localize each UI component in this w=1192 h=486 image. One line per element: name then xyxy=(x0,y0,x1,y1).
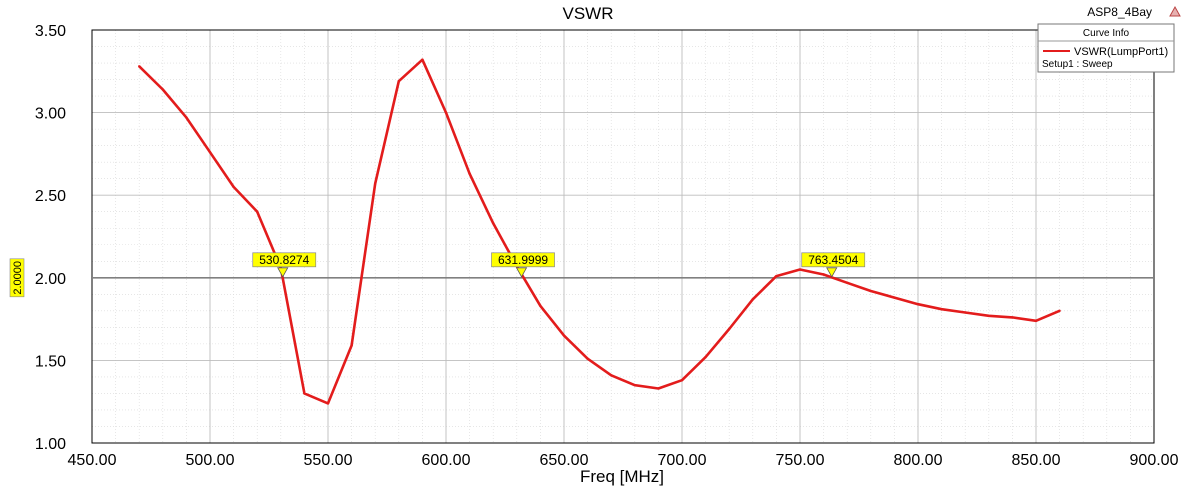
marker[interactable]: 631.9999 xyxy=(491,252,555,278)
data-point xyxy=(704,355,707,359)
y-tick-label: 3.50 xyxy=(35,23,66,40)
legend-header: Curve Info xyxy=(1083,28,1130,39)
x-tick-label: 850.00 xyxy=(1012,452,1061,469)
data-point xyxy=(680,379,684,382)
data-point xyxy=(492,222,495,225)
data-point xyxy=(1011,316,1014,319)
data-point xyxy=(539,304,542,308)
marker-pointer xyxy=(515,267,528,278)
data-point xyxy=(586,357,589,360)
data-point xyxy=(822,273,825,276)
plot-area-border xyxy=(91,29,1155,444)
data-point xyxy=(657,387,660,390)
data-point xyxy=(326,402,330,405)
y-tick-label: 3.00 xyxy=(35,106,66,123)
x-axis-label: Freq [MHz] xyxy=(580,467,664,486)
x-tick-label: 700.00 xyxy=(658,452,707,469)
marker-label: 763.4504 xyxy=(808,253,858,267)
data-point xyxy=(421,58,424,61)
x-tick-label: 650.00 xyxy=(540,452,589,469)
marker[interactable]: 530.8274 xyxy=(252,252,317,278)
markers: 530.8274 631.9999 763.4504 xyxy=(252,252,866,278)
data-point xyxy=(728,327,731,331)
data-point xyxy=(610,374,613,377)
data-point xyxy=(1034,319,1038,322)
marker-pointer xyxy=(826,267,838,278)
x-tick-label: 550.00 xyxy=(304,452,353,469)
x-tick-label: 800.00 xyxy=(894,452,943,469)
data-point xyxy=(374,182,377,185)
data-point xyxy=(633,383,636,387)
y-tick-label: 2.00 xyxy=(35,271,66,288)
x-tick-label: 750.00 xyxy=(776,452,825,469)
data-point xyxy=(444,111,448,114)
grid-minor xyxy=(92,30,1154,443)
data-point xyxy=(916,303,920,306)
marker-pointer xyxy=(277,267,289,278)
data-point xyxy=(256,210,259,213)
curve-info-legend[interactable]: Curve Info VSWR(LumpPort1) Setup1 : Swee… xyxy=(1037,23,1175,73)
marker-label-bg xyxy=(801,252,866,268)
x-tick-label: 500.00 xyxy=(186,452,235,469)
y-tick-label: 2.50 xyxy=(35,188,66,205)
data-point xyxy=(350,344,353,347)
data-point xyxy=(185,116,188,119)
reference-line-label: 2.0000 xyxy=(12,261,24,295)
data-point xyxy=(869,289,872,293)
data-point xyxy=(397,80,400,83)
data-point xyxy=(232,185,235,189)
y-tick-labels: 1.00 1.50 2.00 2.50 3.00 3.50 xyxy=(35,23,66,453)
data-point xyxy=(161,88,164,91)
x-tick-labels: 450.00 500.00 550.00 600.00 650.00 700.00 750.… xyxy=(68,452,1179,469)
data-point xyxy=(846,281,849,284)
chart-title: VSWR xyxy=(563,4,614,23)
reference-line-tag-bg xyxy=(9,258,25,298)
series-layer xyxy=(138,58,1061,405)
legend-entry-name: VSWR(LumpPort1) xyxy=(1074,46,1168,58)
data-point xyxy=(775,274,778,278)
data-point xyxy=(964,311,967,314)
data-point xyxy=(303,392,306,395)
reference-line-group: 2.0000 xyxy=(9,258,1154,298)
data-point xyxy=(987,314,990,317)
x-tick-label: 600.00 xyxy=(422,452,471,469)
data-point xyxy=(940,307,943,311)
data-point xyxy=(751,298,754,301)
x-tick-label: 900.00 xyxy=(1130,452,1179,469)
design-name: ASP8_4Bay xyxy=(1087,5,1152,19)
marker-label-bg xyxy=(491,252,555,268)
data-point xyxy=(1058,309,1061,313)
marker-label: 530.8274 xyxy=(259,253,309,267)
design-warning-icon[interactable] xyxy=(1169,5,1181,17)
data-point xyxy=(798,268,802,271)
data-point xyxy=(562,334,566,337)
data-point xyxy=(138,65,141,68)
marker-label: 631.9999 xyxy=(498,253,548,267)
data-point xyxy=(893,296,896,299)
x-tick-label: 450.00 xyxy=(68,452,117,469)
reference-line-tag: 2.0000 xyxy=(9,258,25,298)
marker-label-bg xyxy=(252,252,317,268)
series-line xyxy=(138,58,1061,405)
data-point xyxy=(208,151,212,154)
y-tick-label: 1.50 xyxy=(35,353,66,370)
data-point xyxy=(468,172,471,175)
marker[interactable]: 763.4504 xyxy=(801,252,866,278)
legend-entry-sub: Setup1 : Sweep xyxy=(1042,59,1113,70)
y-tick-label: 1.00 xyxy=(35,436,66,453)
